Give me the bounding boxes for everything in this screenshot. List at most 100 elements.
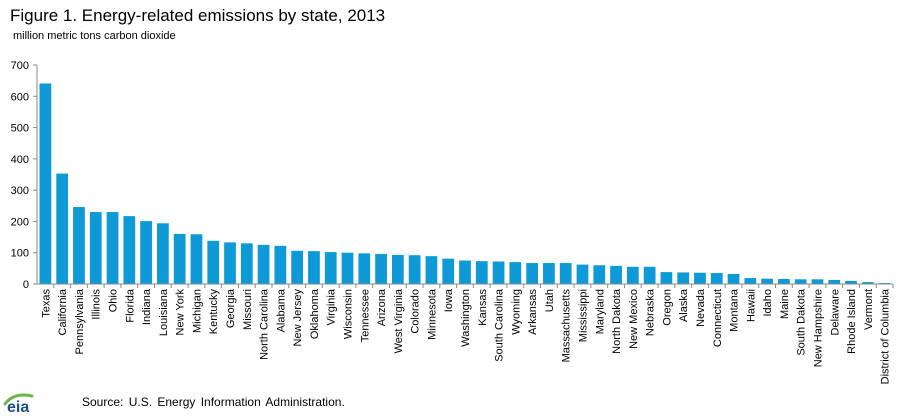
bar: [173, 233, 186, 284]
y-tick-label: 200: [11, 216, 29, 228]
x-tick-label: Texas: [40, 289, 52, 318]
bar: [610, 265, 622, 284]
eia-logo: eia: [3, 393, 34, 416]
x-tick-label: Alabama: [275, 288, 287, 332]
x-tick-label: Florida: [124, 288, 136, 323]
x-tick-label: West Virginia: [393, 288, 405, 353]
x-tick-label: Michigan: [191, 289, 203, 333]
bar: [459, 260, 471, 284]
bar: [593, 265, 606, 284]
y-tick-label: 600: [11, 91, 29, 103]
x-tick-label: Utah: [544, 289, 556, 312]
x-tick-label: New Mexico: [628, 289, 640, 349]
bar: [626, 266, 639, 284]
x-tick-label: District of Columbia: [880, 288, 892, 384]
bar: [811, 279, 824, 284]
bar: [744, 278, 757, 284]
x-tick-label: Alaska: [678, 288, 690, 322]
x-tick-label: New Hampshire: [812, 289, 824, 367]
bar: [509, 262, 522, 284]
chart-subtitle: million metric tons carbon dioxide: [13, 30, 176, 42]
eia-logo-text: eia: [7, 399, 29, 416]
x-tick-label: Maine: [779, 289, 791, 319]
y-tick-label: 700: [11, 60, 29, 72]
bar: [274, 245, 287, 284]
x-tick-label: Minnesota: [426, 288, 438, 340]
x-tick-label: Arizona: [376, 288, 388, 326]
x-tick-label: Missouri: [242, 289, 254, 330]
x-tick-label: Kentucky: [208, 289, 220, 335]
x-tick-label: Kansas: [477, 289, 489, 326]
bar: [257, 244, 270, 284]
bar: [73, 207, 85, 284]
bar: [190, 234, 203, 284]
bar: [324, 252, 337, 284]
bar: [828, 279, 841, 284]
x-tick-label: Ohio: [108, 289, 120, 312]
bar: [89, 212, 102, 284]
source-note: Source: U.S. Energy Information Administ…: [82, 395, 345, 409]
x-tick-label: Georgia: [225, 288, 237, 328]
bar: [710, 273, 723, 284]
x-tick-label: Oregon: [661, 289, 673, 326]
x-tick-label: New York: [175, 289, 187, 336]
x-tick-label: Indiana: [141, 288, 153, 325]
bar: [643, 266, 656, 284]
bar: [442, 258, 455, 284]
x-tick-label: Washington: [460, 289, 472, 347]
bar: [358, 253, 371, 284]
x-tick-label: Arkansas: [527, 289, 539, 335]
x-tick-label: Montana: [729, 288, 741, 332]
x-tick-label: Colorado: [410, 289, 422, 334]
chart-title: Figure 1. Energy-related emissions by st…: [10, 6, 386, 25]
bar: [375, 253, 387, 284]
x-tick-label: Delaware: [829, 289, 841, 335]
bar: [794, 279, 807, 284]
x-tick-label: North Dakota: [611, 288, 623, 354]
x-tick-label: Tennessee: [359, 289, 371, 342]
bar: [861, 282, 874, 284]
x-tick-label: Oklahoma: [309, 288, 321, 339]
bar-chart: 0 100 200 300 400 500 600 700 Texas California Pen…: [11, 60, 894, 384]
x-tick-label: Wisconsin: [343, 289, 355, 339]
x-tick-label: Nevada: [695, 288, 707, 327]
bar: [391, 254, 404, 284]
bar: [559, 263, 572, 284]
y-tick-label: 400: [11, 154, 29, 166]
x-tick-label: North Carolina: [259, 288, 271, 360]
bar: [106, 212, 119, 284]
bar: [492, 261, 505, 284]
bar: [576, 264, 589, 284]
eia-logo-arc: [3, 393, 34, 406]
bar: [425, 256, 438, 284]
bar: [240, 243, 253, 284]
bar: [157, 223, 169, 284]
bar: [291, 250, 304, 284]
bar: [845, 280, 857, 284]
x-tick-label: New Jersey: [292, 289, 304, 347]
bar: [39, 83, 52, 284]
bar: [475, 261, 488, 284]
x-tick-label: Maryland: [594, 289, 606, 334]
x-tick-label: Mississippi: [577, 289, 589, 342]
y-tick-label: 100: [11, 248, 29, 260]
bar: [727, 273, 740, 284]
x-tick-label: Vermont: [863, 289, 875, 330]
x-tick-label: Hawaii: [745, 289, 757, 322]
bar: [778, 278, 790, 284]
bar: [543, 263, 555, 284]
bar: [308, 251, 320, 284]
x-tick-label: California: [57, 288, 69, 335]
footer: eia Source: U.S. Energy Information Admi…: [0, 388, 908, 416]
bar: [123, 216, 136, 284]
x-tick-label: Louisiana: [158, 288, 170, 336]
x-tick-label: Idaho: [762, 289, 774, 317]
bar: [694, 272, 706, 284]
bar: [677, 272, 690, 284]
bar: [140, 221, 152, 284]
x-tick-label: South Dakota: [796, 288, 808, 356]
x-tick-label: Connecticut: [712, 289, 724, 347]
bar: [56, 173, 69, 284]
bar: [224, 242, 236, 284]
x-tick-label: Illinois: [91, 289, 103, 320]
